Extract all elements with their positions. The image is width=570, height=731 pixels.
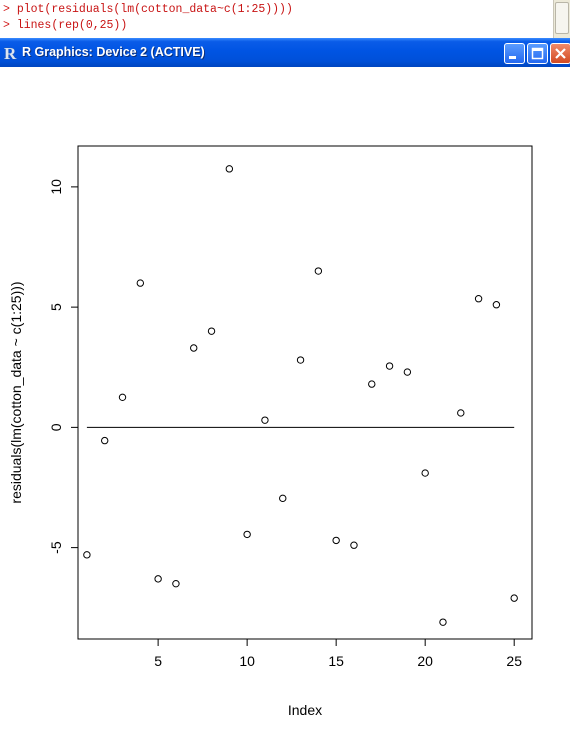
data-point (385, 362, 394, 370)
r-logo-icon: R (4, 44, 17, 63)
y-tick-label: 5 (48, 303, 64, 311)
close-icon (555, 48, 566, 59)
data-point (172, 579, 180, 588)
graphics-window-titlebar[interactable]: R R Graphics: Device 2 (ACTIVE) (0, 38, 570, 67)
data-point (350, 541, 358, 549)
maximize-icon (531, 47, 544, 60)
data-point (439, 618, 447, 626)
data-point (225, 165, 234, 173)
window-title: R Graphics: Device 2 (ACTIVE) (22, 45, 205, 59)
data-point (190, 344, 198, 352)
maximize-button[interactable] (527, 43, 548, 64)
x-tick-label: 5 (154, 653, 162, 669)
data-point (243, 530, 251, 539)
data-point (136, 279, 145, 287)
data-point (403, 368, 412, 376)
data-point (279, 494, 287, 503)
data-point (118, 393, 127, 402)
console-scrollbar[interactable] (553, 0, 570, 38)
data-point (421, 469, 429, 477)
y-tick-label: -5 (48, 541, 64, 554)
close-button[interactable] (550, 43, 570, 64)
minimize-icon (509, 56, 516, 59)
console-line-2: > lines(rep(0,25)) (3, 19, 127, 32)
data-point (296, 356, 305, 364)
data-point (314, 267, 323, 275)
y-tick-label: 10 (48, 179, 64, 195)
data-point (332, 536, 340, 545)
data-point (261, 416, 269, 424)
minimize-button[interactable] (504, 43, 525, 64)
data-point (154, 575, 162, 583)
plot-frame (77, 145, 533, 640)
r-console: > plot(residuals(lm(cotton_data~c(1:25))… (0, 0, 570, 38)
data-point (101, 436, 109, 445)
y-axis: -5 0 5 10 (48, 179, 79, 554)
x-tick-label: 25 (506, 653, 522, 669)
data-point (474, 295, 483, 303)
data-point (492, 301, 501, 309)
scrollbar-thumb[interactable] (555, 2, 569, 34)
x-tick-label: 20 (417, 653, 433, 669)
y-axis-label: residuals(lm(cotton_data ~ c(1:25))) (8, 281, 24, 503)
data-point (83, 551, 91, 559)
console-command: plot(residuals(lm(cotton_data~c(1:25)))) (16, 3, 293, 16)
y-tick-label: 0 (48, 423, 64, 431)
console-command: lines(rep(0,25)) (16, 19, 128, 32)
x-axis: 5 10 15 20 25 (154, 638, 522, 669)
console-prompt: > (3, 3, 10, 16)
data-point (510, 594, 518, 602)
residuals-scatter-plot: 5 10 15 20 25 -5 0 5 10 Index residuals(lm(cott… (8, 145, 533, 718)
x-tick-label: 15 (328, 653, 344, 669)
x-axis-label: Index (288, 702, 322, 718)
console-line-1: > plot(residuals(lm(cotton_data~c(1:25))… (3, 3, 293, 16)
data-point (207, 327, 216, 335)
data-point (368, 380, 376, 388)
console-prompt: > (3, 19, 10, 32)
data-points (83, 165, 518, 626)
x-tick-label: 10 (239, 653, 255, 669)
data-point (457, 409, 465, 417)
